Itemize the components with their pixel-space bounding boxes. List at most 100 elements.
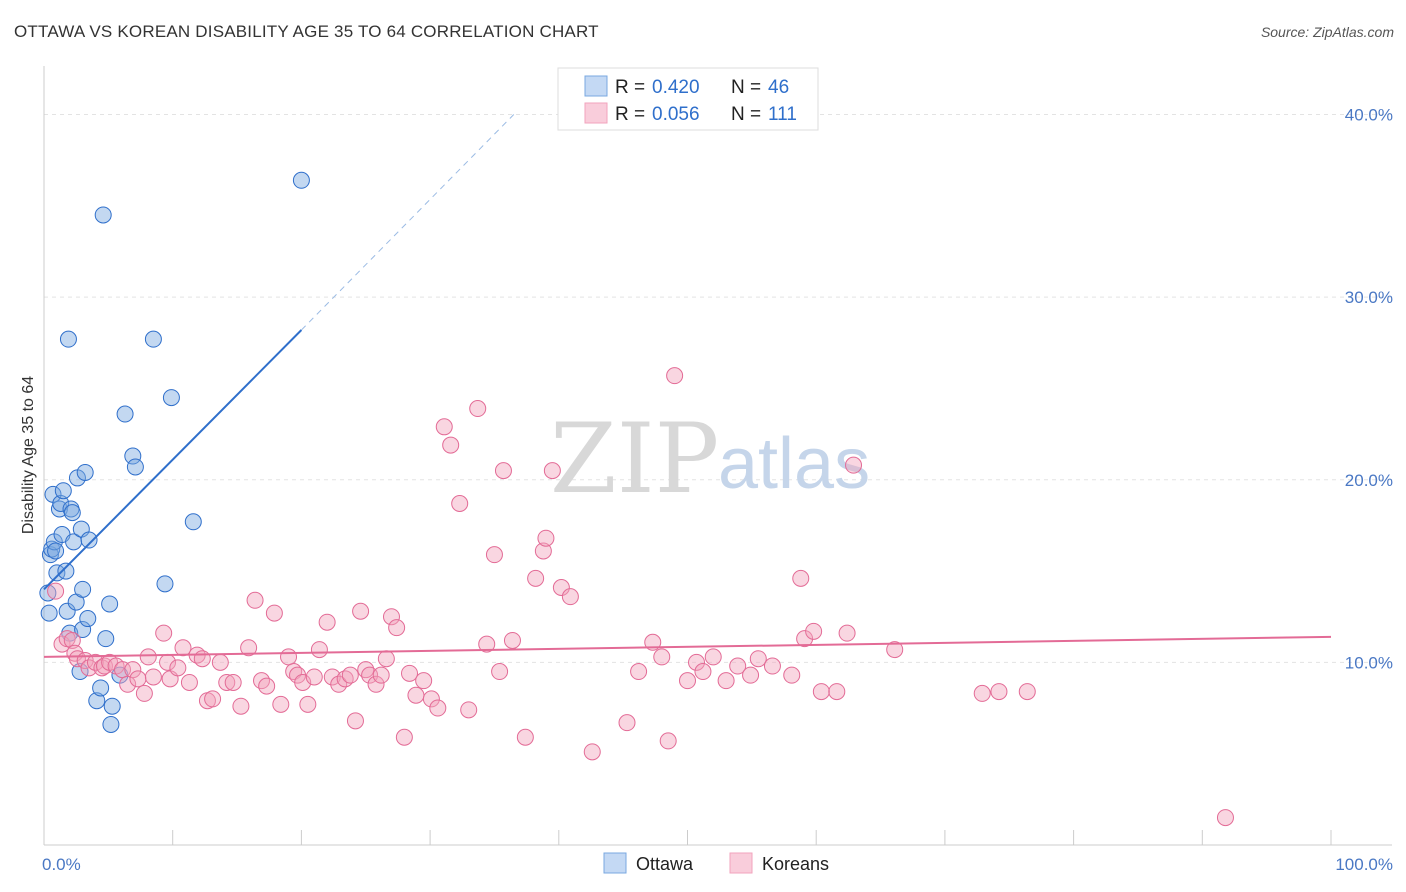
y-tick-label-1: 20.0% xyxy=(1345,471,1393,490)
koreans-point-87 xyxy=(644,633,662,651)
legend-n-value-koreans: 111 xyxy=(768,104,797,125)
koreans-point-47 xyxy=(318,613,336,631)
koreans-point-17 xyxy=(135,684,153,702)
koreans-point-37 xyxy=(258,677,276,695)
koreans-point-74 xyxy=(491,663,509,681)
koreans-point-77 xyxy=(516,728,534,746)
koreans-point-60 xyxy=(388,619,406,637)
koreans-point-101 xyxy=(792,569,810,587)
ottawa-point-14 xyxy=(59,330,77,348)
chart-title: OTTAWA VS KOREAN DISABILITY AGE 35 TO 64… xyxy=(14,22,599,41)
koreans-point-69 xyxy=(451,495,469,513)
x-tick-label-1: 100.0% xyxy=(1335,855,1393,874)
koreans-point-0 xyxy=(47,582,65,600)
koreans-point-34 xyxy=(240,639,258,657)
axes xyxy=(43,66,1392,846)
legend-swatch-ottawa xyxy=(584,75,608,97)
bottom-legend-label-koreans: Koreans xyxy=(762,854,829,874)
koreans-point-70 xyxy=(460,701,478,719)
koreans-point-67 xyxy=(435,418,453,436)
legend-r-value-ottawa: 0.420 xyxy=(652,77,700,98)
koreans-point-45 xyxy=(305,668,323,686)
koreans-point-39 xyxy=(272,695,290,713)
ottawa-point-33 xyxy=(103,697,121,715)
koreans-point-71 xyxy=(469,400,487,418)
ottawa-point-13 xyxy=(58,602,76,620)
koreans-point-31 xyxy=(218,673,236,691)
koreans-point-88 xyxy=(653,648,671,666)
koreans-point-51 xyxy=(341,666,359,684)
koreans-point-89 xyxy=(659,732,677,750)
koreans-point-15 xyxy=(124,661,142,679)
koreans-point-56 xyxy=(367,675,385,693)
koreans-point-63 xyxy=(407,686,425,704)
legend-n-label-koreans: N = xyxy=(731,104,761,125)
koreans-point-27 xyxy=(193,650,211,668)
koreans-point-59 xyxy=(382,608,400,626)
koreans-point-19 xyxy=(144,668,162,686)
koreans-point-96 xyxy=(729,657,747,675)
ottawa-point-12 xyxy=(57,562,75,580)
legend-r-label-koreans: R = xyxy=(615,104,645,125)
ottawa-point-24 xyxy=(74,580,92,598)
koreans-point-20 xyxy=(155,624,173,642)
bottom-legend-label-ottawa: Ottawa xyxy=(636,854,694,874)
koreans-point-97 xyxy=(742,666,760,684)
ottawa-point-41 xyxy=(162,389,180,407)
koreans-point-33 xyxy=(232,697,250,715)
koreans-point-68 xyxy=(442,436,460,454)
koreans-point-110 xyxy=(990,683,1008,701)
koreans-point-23 xyxy=(169,659,187,677)
x-tick-label-0: 0.0% xyxy=(42,855,81,874)
koreans-point-107 xyxy=(845,456,863,474)
koreans-point-85 xyxy=(618,714,636,732)
legend-r-label-ottawa: R = xyxy=(615,77,645,98)
koreans-point-48 xyxy=(323,668,341,686)
koreans-point-55 xyxy=(361,666,379,684)
y-axis-label: Disability Age 35 to 64 xyxy=(20,376,37,534)
koreans-point-29 xyxy=(204,690,222,708)
source-label: Source: ZipAtlas.com xyxy=(1260,24,1394,40)
koreans-point-106 xyxy=(838,624,856,642)
ottawa-point-26 xyxy=(79,610,97,628)
koreans-point-90 xyxy=(666,367,684,385)
koreans-point-99 xyxy=(763,657,781,675)
watermark: ZIP atlas xyxy=(550,403,870,515)
legend: R = 0.420 N = 46 R = 0.056 N = 111 xyxy=(557,67,819,131)
ottawa-point-32 xyxy=(101,595,119,613)
koreans-point-16 xyxy=(129,670,147,688)
koreans-point-18 xyxy=(139,648,157,666)
koreans-point-46 xyxy=(310,641,328,659)
koreans-point-111 xyxy=(1018,683,1036,701)
koreans-point-80 xyxy=(537,529,555,547)
ottawa-series xyxy=(39,171,310,733)
koreans-point-72 xyxy=(478,635,496,653)
koreans-point-76 xyxy=(503,631,521,649)
ottawa-point-34 xyxy=(102,715,120,733)
bottom-legend-swatch-ottawa xyxy=(603,852,627,874)
koreans-point-75 xyxy=(494,462,512,480)
koreans-point-94 xyxy=(704,648,722,666)
koreans-point-58 xyxy=(377,650,395,668)
koreans-point-30 xyxy=(211,653,229,671)
koreans-point-24 xyxy=(174,639,192,657)
ottawa-point-9 xyxy=(52,495,70,513)
y-tick-label-0: 10.0% xyxy=(1345,653,1393,672)
x-tick-labels: 0.0% 100.0% xyxy=(42,855,1393,874)
koreans-point-32 xyxy=(224,673,242,691)
ottawa-point-20 xyxy=(71,663,89,681)
legend-n-label-ottawa: N = xyxy=(731,77,761,98)
koreans-point-44 xyxy=(299,695,317,713)
gridlines xyxy=(44,114,1392,663)
watermark-atlas: atlas xyxy=(718,424,870,504)
koreans-point-73 xyxy=(485,546,503,564)
legend-swatch-koreans xyxy=(584,102,608,124)
trend-lines xyxy=(43,114,1332,658)
koreans-point-52 xyxy=(346,712,364,730)
bottom-legend: Ottawa Koreans xyxy=(603,852,829,874)
koreans-point-95 xyxy=(717,672,735,690)
ottawa-point-42 xyxy=(184,513,202,531)
ottawa-point-31 xyxy=(97,630,115,648)
ottawa-point-28 xyxy=(88,692,106,710)
ottawa-point-39 xyxy=(144,330,162,348)
